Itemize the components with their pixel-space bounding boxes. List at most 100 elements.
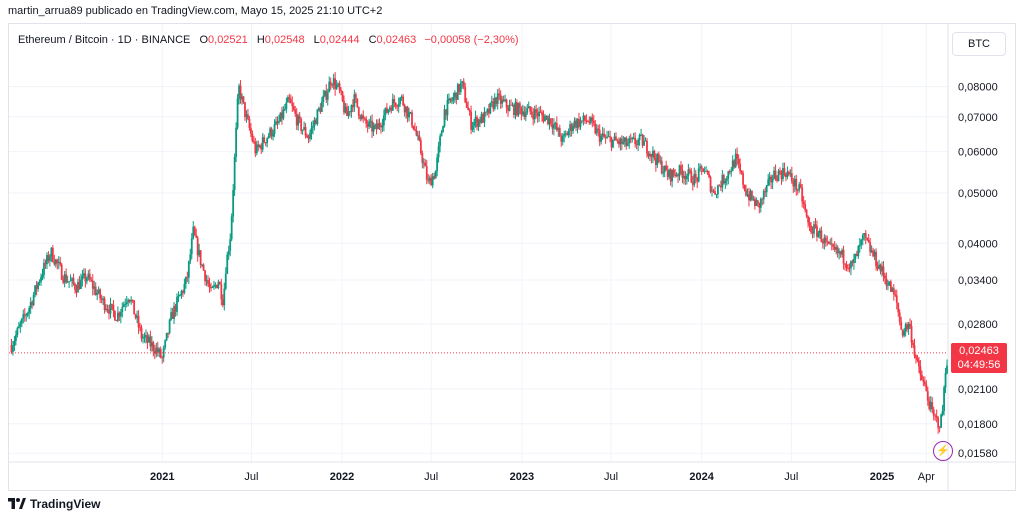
- candle-body: [793, 178, 796, 187]
- candle-body: [753, 198, 756, 206]
- candle-body: [17, 326, 20, 329]
- candle-body: [934, 415, 937, 417]
- candle-body: [322, 95, 325, 102]
- candle-body: [312, 126, 314, 128]
- candle-body: [210, 287, 212, 289]
- candle-body: [517, 103, 520, 116]
- candle-body: [40, 277, 42, 282]
- candle-body: [765, 185, 768, 193]
- candle-body: [174, 305, 177, 312]
- currency-unit-button[interactable]: BTC: [952, 32, 1006, 56]
- candle-body: [189, 254, 192, 262]
- candle-body: [405, 106, 407, 113]
- candle-body: [516, 102, 518, 116]
- candle-body: [415, 130, 418, 136]
- candle-body: [16, 328, 19, 336]
- candle-body: [65, 274, 68, 283]
- candle-body: [842, 249, 845, 264]
- candle-body: [867, 239, 870, 243]
- candle-body: [323, 90, 326, 96]
- candle-body: [857, 246, 860, 257]
- x-tick-label: Jul: [424, 471, 438, 483]
- candle-body: [343, 100, 345, 113]
- candle-body: [400, 96, 403, 98]
- candle-body: [66, 281, 69, 283]
- candle-body: [199, 250, 202, 266]
- candle-body: [337, 83, 339, 85]
- candle-body: [518, 103, 521, 108]
- candle-body: [858, 244, 861, 247]
- candle-body: [232, 190, 235, 217]
- x-tick-label: 2021: [150, 471, 174, 483]
- candle-body: [380, 126, 382, 128]
- candle-body: [80, 279, 82, 289]
- candle-body: [12, 345, 14, 352]
- candle-body: [286, 97, 289, 103]
- candle-body: [289, 99, 292, 104]
- candle-body: [205, 280, 208, 282]
- candle-body: [335, 84, 338, 89]
- candle-body: [106, 308, 109, 311]
- candle-body: [931, 402, 934, 410]
- candle-body: [91, 280, 94, 289]
- candle-body: [567, 130, 570, 136]
- candle-body: [687, 169, 690, 176]
- candle-body: [848, 268, 851, 269]
- candle-body: [625, 137, 628, 146]
- candle-body: [483, 111, 486, 123]
- candle-body: [208, 284, 211, 288]
- candle-body: [279, 112, 282, 122]
- candle-body: [334, 78, 337, 89]
- y-tick-label: 0,04000: [958, 238, 998, 250]
- candle-body: [641, 134, 644, 146]
- candle-body: [226, 254, 229, 274]
- candle-body: [722, 175, 725, 184]
- candle-body: [216, 284, 218, 288]
- candle-body: [816, 225, 818, 237]
- candle-body: [786, 171, 789, 177]
- candle-body: [586, 121, 589, 122]
- candle-body: [748, 194, 750, 201]
- legend-symbol[interactable]: Ethereum / Bitcoin · 1D · BINANCE: [18, 34, 191, 46]
- candle-body: [709, 177, 712, 192]
- candle-body: [774, 170, 777, 179]
- candle-body: [153, 350, 156, 354]
- candle-body: [317, 108, 320, 110]
- candle-body: [662, 172, 665, 174]
- candle-body: [350, 105, 353, 113]
- candle-body: [552, 124, 555, 129]
- candle-body: [909, 323, 911, 327]
- candle-body: [20, 318, 23, 324]
- candle-body: [75, 289, 78, 293]
- candle-body: [288, 97, 291, 100]
- candle-body: [502, 99, 505, 101]
- candle-body: [703, 171, 706, 173]
- candle-body: [618, 141, 620, 145]
- candle-body: [213, 285, 215, 287]
- candle-body: [37, 282, 39, 289]
- candle-body: [43, 262, 45, 275]
- candle-body: [294, 109, 297, 114]
- candle-body: [833, 246, 836, 250]
- y-tick-label: 0,02100: [958, 384, 998, 396]
- candle-body: [782, 168, 784, 180]
- candle-body: [448, 98, 450, 101]
- candle-body: [938, 427, 941, 429]
- candle-body: [87, 273, 90, 279]
- candle-body: [870, 250, 873, 253]
- candle-body: [71, 278, 73, 281]
- candle-body: [378, 123, 381, 127]
- candle-body: [202, 264, 205, 271]
- chart-frame[interactable]: [8, 23, 1016, 491]
- candle-body: [365, 118, 368, 124]
- candle-body: [57, 262, 60, 264]
- candle-body: [258, 145, 261, 147]
- candle-body: [146, 335, 149, 343]
- candle-body: [356, 98, 359, 108]
- candle-body: [946, 365, 948, 374]
- lightning-icon[interactable]: ⚡: [933, 441, 953, 461]
- candle-body: [443, 109, 446, 127]
- tradingview-logo[interactable]: TradingView: [8, 497, 100, 511]
- candle-body: [201, 264, 204, 266]
